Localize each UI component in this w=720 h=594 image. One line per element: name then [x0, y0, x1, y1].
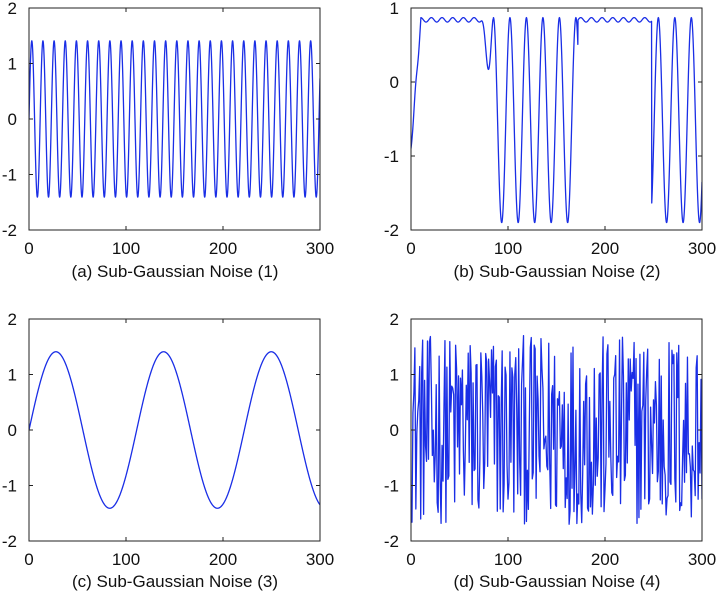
- y-tick-label: -2: [384, 221, 399, 240]
- panel-c: 0 100 200 300 2 1 0 -1 -2 (c) Sub-Gaussian Noise …: [2, 310, 334, 591]
- x-tick-label: 300: [306, 239, 334, 258]
- panel-a: 0 100 200 300 2 1 0 -1 -2 (a) Sub-Gaussian Noise …: [2, 0, 334, 281]
- x-tick-label: 0: [406, 550, 415, 569]
- y-tick-label: 0: [390, 73, 399, 92]
- series-line: [29, 40, 320, 198]
- y-tick-label: -1: [2, 477, 17, 496]
- x-tick-label: 0: [24, 239, 33, 258]
- series-line: [411, 335, 702, 525]
- x-tick-label: 200: [209, 550, 237, 569]
- y-tick-label: 1: [8, 366, 17, 385]
- panel-d: 0 100 200 300 2 1 0 -1 -2 (d) Sub-Gaussian Noise …: [384, 310, 716, 591]
- panel-caption: (c) Sub-Gaussian Noise (3): [72, 572, 278, 591]
- y-tick-label: 2: [390, 310, 399, 329]
- y-tick-label: 1: [8, 55, 17, 74]
- y-tick-label: 0: [8, 421, 17, 440]
- y-tick-label: -2: [384, 532, 399, 551]
- y-tick-label: -2: [2, 532, 17, 551]
- y-tick-label: -2: [2, 221, 17, 240]
- axes-frame: [410, 7, 703, 231]
- axes-frame: [28, 318, 321, 542]
- panel-caption: (d) Sub-Gaussian Noise (4): [454, 572, 661, 591]
- x-tick-label: 100: [494, 550, 522, 569]
- panel-caption: (a) Sub-Gaussian Noise (1): [72, 262, 279, 281]
- y-tick-label: -1: [2, 166, 17, 185]
- x-tick-label: 300: [306, 550, 334, 569]
- x-tick-label: 300: [688, 550, 716, 569]
- x-tick-label: 200: [209, 239, 237, 258]
- x-tick-label: 0: [406, 239, 415, 258]
- x-tick-label: 100: [112, 550, 140, 569]
- series-line: [29, 351, 320, 509]
- y-tick-label: 2: [8, 310, 17, 329]
- y-tick-label: 2: [8, 0, 17, 18]
- y-tick-label: 1: [390, 366, 399, 385]
- x-tick-label: 100: [112, 239, 140, 258]
- x-tick-label: 300: [688, 239, 716, 258]
- panel-b: 0 100 200 300 1 0 -1 -2 (b) Sub-Gaussian Noise (…: [384, 0, 716, 281]
- x-tick-label: 100: [494, 239, 522, 258]
- y-tick-label: 0: [390, 421, 399, 440]
- y-tick-label: -1: [384, 147, 399, 166]
- y-tick-label: 0: [8, 110, 17, 129]
- y-tick-label: -1: [384, 477, 399, 496]
- x-tick-label: 200: [591, 239, 619, 258]
- y-tick-label: 1: [390, 0, 399, 18]
- series-line: [411, 16, 702, 224]
- x-tick-label: 0: [24, 550, 33, 569]
- panel-caption: (b) Sub-Gaussian Noise (2): [454, 262, 661, 281]
- x-tick-label: 200: [591, 550, 619, 569]
